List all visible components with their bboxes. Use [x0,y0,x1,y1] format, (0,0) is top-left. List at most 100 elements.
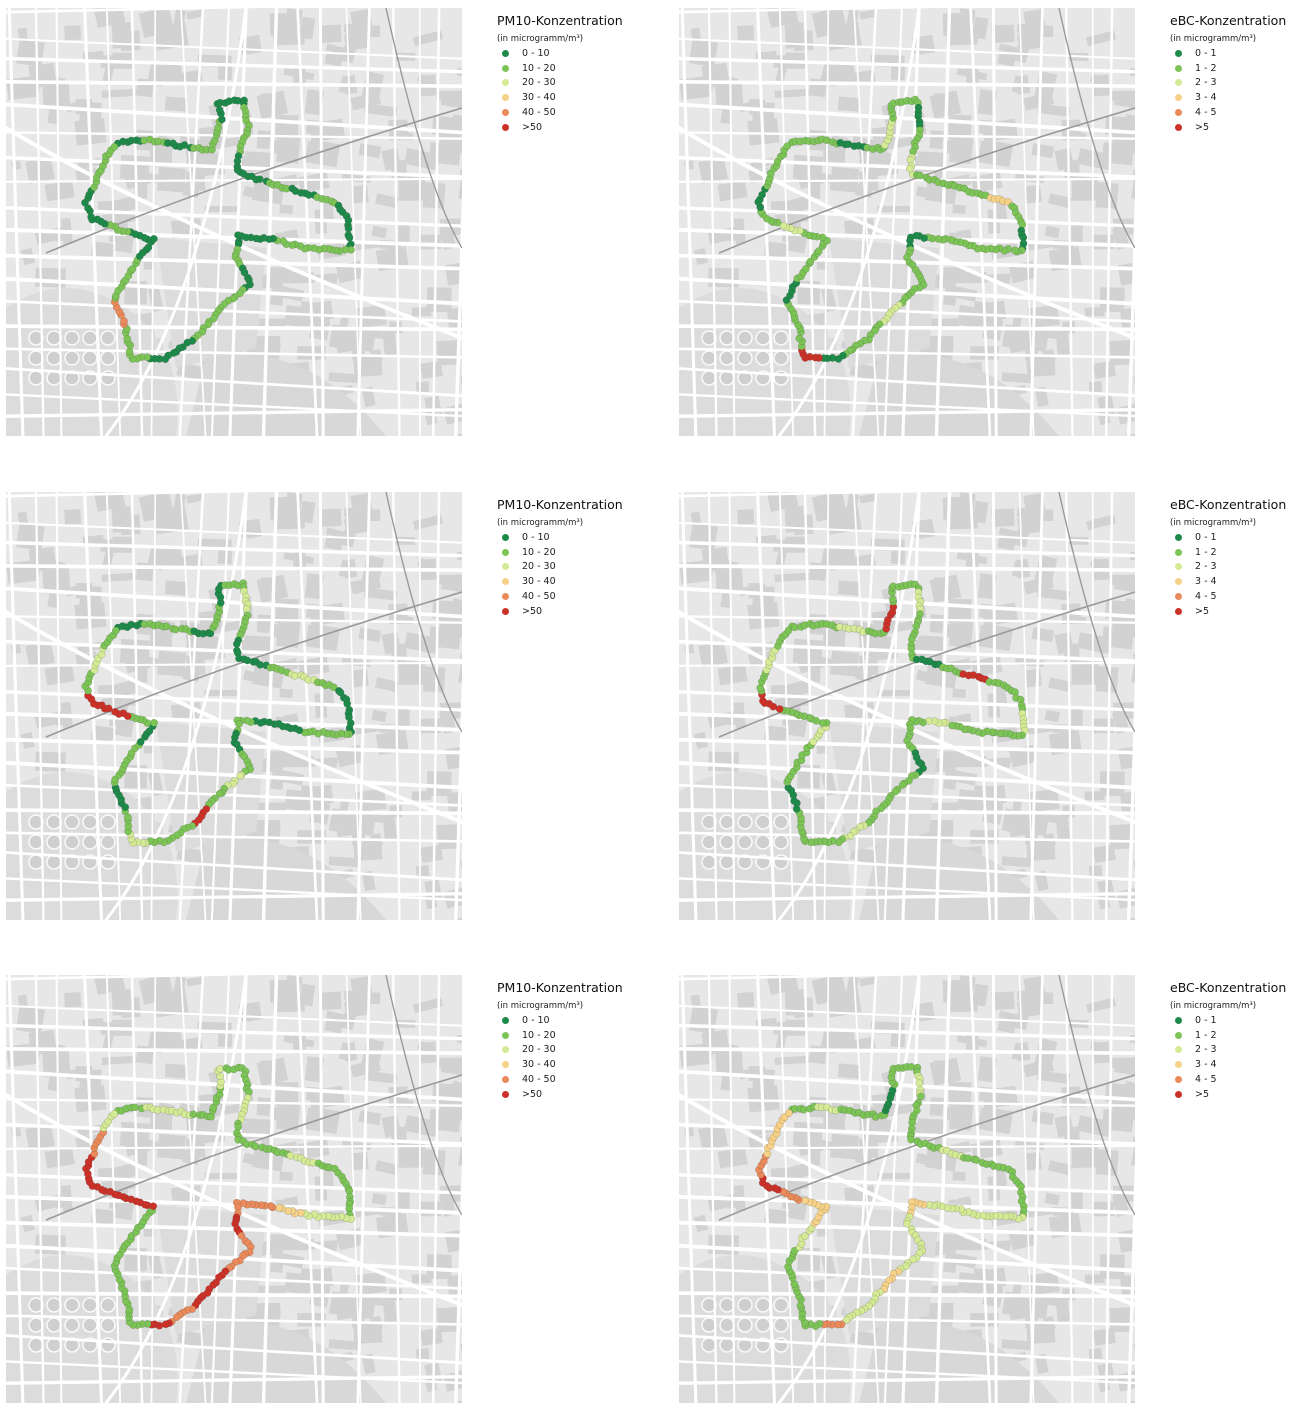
legend-unit: (in microgramm/m³) [1170,518,1298,528]
legend-item: 1 - 2 [1170,1028,1298,1043]
measurement-point [243,605,250,612]
legend-item: 2 - 3 [1170,560,1298,575]
legend-swatch [502,534,509,541]
legend-item: 2 - 3 [1170,76,1298,91]
measurement-point [111,143,118,150]
legend-swatch [1175,1032,1182,1039]
legend-ebc-1: eBC-Konzentration (in microgramm/m³) 0 -… [1170,13,1298,135]
measurement-point [256,176,263,183]
legend-label: 2 - 3 [1195,1044,1217,1055]
legend-label: 4 - 5 [1195,107,1217,118]
legend-label: 0 - 10 [522,532,550,543]
legend-swatch [502,109,509,116]
legend-title: eBC-Konzentration [1170,497,1298,512]
legend-item: 40 - 50 [497,589,647,604]
legend-swatch [1175,608,1182,615]
legend-item: >5 [1170,120,1298,135]
legend-item: 3 - 4 [1170,90,1298,105]
legend-item: 4 - 5 [1170,105,1298,120]
legend-label: 1 - 2 [1195,1030,1217,1041]
legend-item: 0 - 1 [1170,1013,1298,1028]
map-pm10-2[interactable] [6,492,462,920]
legend-item: 30 - 40 [497,574,647,589]
legend-item: 30 - 40 [497,1057,647,1072]
legend-label: 0 - 10 [522,1015,550,1026]
legend-label: 40 - 50 [522,1074,556,1085]
legend-item: 0 - 1 [1170,530,1298,545]
measurement-point [1012,247,1019,254]
measurement-point [907,156,914,163]
map-pm10-1[interactable] [6,8,462,436]
legend-unit: (in microgramm/m³) [497,1001,647,1011]
legend-swatch [502,1061,509,1068]
map-ebc-1[interactable] [679,8,1135,436]
legend-swatch [502,124,509,131]
legend-item: 20 - 30 [497,76,647,91]
legend-item: 4 - 5 [1170,1072,1298,1087]
legend-swatch [502,94,509,101]
legend-label: 3 - 4 [1195,92,1217,103]
legend-title: eBC-Konzentration [1170,13,1298,28]
legend-label: >50 [522,606,542,617]
legend-item: >5 [1170,604,1298,619]
legend-label: 0 - 10 [522,48,550,59]
legend-label: 0 - 1 [1195,48,1217,59]
legend-title: eBC-Konzentration [1170,980,1298,995]
legend-item: 0 - 10 [497,46,647,61]
legend-swatch [1175,578,1182,585]
legend-swatch [1175,549,1182,556]
legend-item: 0 - 1 [1170,46,1298,61]
legend-swatch [502,578,509,585]
legend-label: >50 [522,1089,542,1100]
legend-swatch [1175,50,1182,57]
map-ebc-3[interactable] [679,975,1135,1403]
legend-item: 0 - 10 [497,1013,647,1028]
measurement-point [889,596,896,603]
legend-swatch [1175,124,1182,131]
legend-item: 20 - 30 [497,560,647,575]
measurement-point [785,1110,792,1117]
legend-swatch [1175,1046,1182,1053]
measurement-point [276,1204,283,1211]
measurement-point [151,719,158,726]
legend-label: 20 - 30 [522,1044,556,1055]
legend-label: 20 - 30 [522,77,556,88]
map-svg [6,975,462,1403]
legend-label: >5 [1195,122,1209,133]
measurement-point [252,1143,259,1150]
legend-unit: (in microgramm/m³) [1170,34,1298,44]
legend-item: 4 - 5 [1170,589,1298,604]
legend-title: PM10-Konzentration [497,497,647,512]
legend-item: 30 - 40 [497,90,647,105]
legend-swatch [502,563,509,570]
map-pm10-3[interactable] [6,975,462,1403]
measurement-point [150,235,157,242]
legend-item: 1 - 2 [1170,545,1298,560]
legend-swatch [502,1046,509,1053]
measurement-point [287,1152,294,1159]
measurement-point [801,1197,808,1204]
legend-label: 4 - 5 [1195,591,1217,602]
legend-label: 30 - 40 [522,576,556,587]
map-ebc-2[interactable] [679,492,1135,920]
legend-label: 40 - 50 [522,591,556,602]
legend-swatch [1175,65,1182,72]
map-svg [679,975,1135,1403]
legend-title: PM10-Konzentration [497,980,647,995]
legend-swatch [502,1091,509,1098]
legend-item: >50 [497,120,647,135]
legend-swatch [502,593,509,600]
legend-swatch [1175,79,1182,86]
legend-label: 1 - 2 [1195,547,1217,558]
legend-swatch [502,1076,509,1083]
measurement-point [172,626,179,633]
legend-swatch [502,65,509,72]
legend-swatch [1175,534,1182,541]
legend-pm10-1: PM10-Konzentration (in microgramm/m³) 0 … [497,13,647,135]
legend-unit: (in microgramm/m³) [497,518,647,528]
measurement-point [235,720,242,727]
map-svg [679,8,1135,436]
